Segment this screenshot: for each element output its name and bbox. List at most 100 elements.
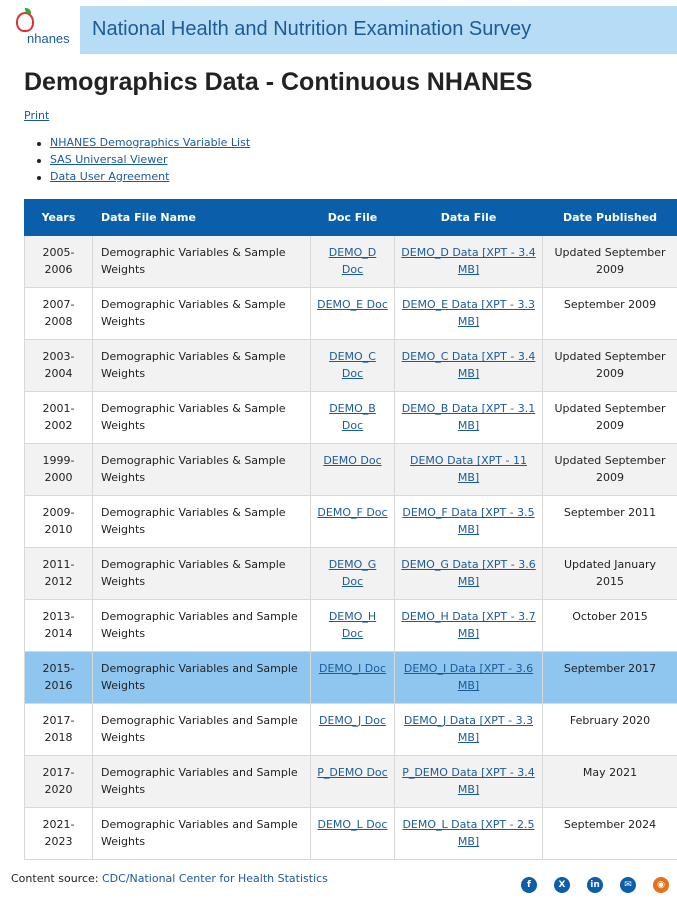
doc-file-cell: DEMO_I Doc: [310, 651, 395, 704]
rss-icon[interactable]: ◉: [653, 877, 669, 893]
logo-text: nhanes: [27, 31, 70, 46]
data-file-link[interactable]: DEMO_H Data [XPT - 3.7 MB]: [401, 610, 536, 640]
data-file-cell: DEMO Data [XPT - 11 MB]: [394, 443, 543, 496]
doc-file-link[interactable]: DEMO_F Doc: [317, 506, 388, 519]
data-file-link[interactable]: P_DEMO Data [XPT - 3.4 MB]: [402, 766, 535, 796]
data-file-cell: DEMO_H Data [XPT - 3.7 MB]: [394, 599, 543, 652]
print-link[interactable]: Print: [24, 109, 50, 122]
years-cell: 2003-2004: [24, 339, 93, 392]
table-row: 2011-2012 Demographic Variables & Sample …: [24, 547, 677, 600]
date-published-cell: September 2024: [542, 807, 677, 860]
data-file-cell: DEMO_I Data [XPT - 3.6 MB]: [394, 651, 543, 704]
data-file-link[interactable]: DEMO_I Data [XPT - 3.6 MB]: [403, 662, 534, 692]
years-cell: 2005-2006: [24, 235, 93, 288]
banner-title[interactable]: National Health and Nutrition Examinatio…: [92, 18, 532, 40]
doc-file-link[interactable]: DEMO_D Doc: [328, 246, 377, 276]
data-file-name-cell: Demographic Variables & Sample Weights: [92, 235, 311, 288]
column-header-data-file[interactable]: Data File: [394, 199, 543, 236]
data-file-link[interactable]: DEMO_E Data [XPT - 3.3 MB]: [402, 298, 535, 328]
table-row: 2005-2006 Demographic Variables & Sample …: [24, 235, 677, 288]
years-cell: 2013-2014: [24, 599, 93, 652]
data-file-link[interactable]: DEMO_L Data [XPT - 2.5 MB]: [402, 818, 535, 848]
date-published-cell: Updated January 2015: [542, 547, 677, 600]
banner-bar: [80, 6, 677, 54]
doc-file-link[interactable]: DEMO_I Doc: [318, 662, 387, 675]
doc-file-link[interactable]: DEMO Doc: [323, 454, 382, 467]
source-link[interactable]: CDC/National Center for Health Statistic…: [101, 872, 328, 885]
data-file-name-cell: Demographic Variables & Sample Weights: [92, 391, 311, 444]
site-banner: nhanes National Health and Nutrition Exa…: [0, 0, 677, 56]
data-file-link[interactable]: DEMO_C Data [XPT - 3.4 MB]: [401, 350, 536, 380]
data-file-cell: DEMO_C Data [XPT - 3.4 MB]: [394, 339, 543, 392]
column-header-date-published[interactable]: Date Published: [542, 199, 677, 236]
source-label: Content source:: [11, 872, 99, 885]
date-published-cell: Updated September 2009: [542, 443, 677, 496]
table-body: 2005-2006 Demographic Variables & Sample …: [24, 235, 677, 860]
data-file-cell: DEMO_E Data [XPT - 3.3 MB]: [394, 287, 543, 340]
variable-list-link[interactable]: NHANES Demographics Variable List: [50, 136, 251, 149]
date-published-cell: October 2015: [542, 599, 677, 652]
years-cell: 2009-2010: [24, 495, 93, 548]
table-row: 2015-2016 Demographic Variables and Sampl…: [24, 651, 677, 704]
doc-file-cell: DEMO_B Doc: [310, 391, 395, 444]
date-published-cell: September 2009: [542, 287, 677, 340]
table-row: 2013-2014 Demographic Variables and Sampl…: [24, 599, 677, 652]
column-header-years[interactable]: Years: [24, 199, 93, 236]
list-item: SAS Universal Viewer: [37, 153, 250, 170]
table-row: 1999-2000 Demographic Variables & Sample …: [24, 443, 677, 496]
doc-file-link[interactable]: DEMO_J Doc: [318, 714, 387, 727]
years-cell: 2011-2012: [24, 547, 93, 600]
date-published-cell: September 2011: [542, 495, 677, 548]
table-row: 2021-2023 Demographic Variables and Sampl…: [24, 807, 677, 860]
data-file-link[interactable]: DEMO_D Data [XPT - 3.4 MB]: [401, 246, 536, 276]
doc-file-link[interactable]: DEMO_H Doc: [328, 610, 377, 640]
table-header-row: Years Data File Name Doc File Data File …: [24, 199, 677, 236]
doc-file-cell: DEMO_E Doc: [310, 287, 395, 340]
column-header-doc-file[interactable]: Doc File: [310, 199, 395, 236]
data-user-agreement-link[interactable]: Data User Agreement: [50, 170, 170, 183]
data-file-cell: P_DEMO Data [XPT - 3.4 MB]: [394, 755, 543, 808]
doc-file-cell: DEMO_J Doc: [310, 703, 395, 756]
data-table-container: Years Data File Name Doc File Data File …: [24, 199, 677, 860]
doc-file-cell: DEMO_H Doc: [310, 599, 395, 652]
data-file-link[interactable]: DEMO Data [XPT - 11 MB]: [410, 454, 527, 484]
table-row: 2009-2010 Demographic Variables & Sample …: [24, 495, 677, 548]
doc-file-cell: DEMO_L Doc: [310, 807, 395, 860]
data-file-name-cell: Demographic Variables and Sample Weights: [92, 755, 311, 808]
nhanes-logo[interactable]: nhanes: [10, 8, 80, 50]
years-cell: 2017-2020: [24, 755, 93, 808]
doc-file-link[interactable]: P_DEMO Doc: [317, 766, 388, 779]
resource-links: NHANES Demographics Variable List SAS Un…: [37, 136, 250, 187]
sas-viewer-link[interactable]: SAS Universal Viewer: [50, 153, 168, 166]
apple-icon: [16, 12, 34, 32]
data-file-cell: DEMO_L Data [XPT - 2.5 MB]: [394, 807, 543, 860]
data-file-link[interactable]: DEMO_J Data [XPT - 3.3 MB]: [403, 714, 534, 744]
x-icon[interactable]: X: [554, 877, 570, 893]
data-file-link[interactable]: DEMO_G Data [XPT - 3.6 MB]: [401, 558, 536, 588]
data-file-cell: DEMO_D Data [XPT - 3.4 MB]: [394, 235, 543, 288]
column-header-data-file-name[interactable]: Data File Name: [92, 199, 311, 236]
years-cell: 2021-2023: [24, 807, 93, 860]
doc-file-link[interactable]: DEMO_E Doc: [317, 298, 388, 311]
data-file-link[interactable]: DEMO_F Data [XPT - 3.5 MB]: [402, 506, 535, 536]
doc-file-link[interactable]: DEMO_B Doc: [329, 402, 376, 432]
data-table: Years Data File Name Doc File Data File …: [24, 199, 677, 860]
facebook-icon[interactable]: f: [521, 877, 537, 893]
data-file-cell: DEMO_G Data [XPT - 3.6 MB]: [394, 547, 543, 600]
date-published-cell: May 2021: [542, 755, 677, 808]
page-title: Demographics Data - Continuous NHANES: [24, 68, 533, 96]
doc-file-link[interactable]: DEMO_G Doc: [328, 558, 377, 588]
doc-file-cell: DEMO_C Doc: [310, 339, 395, 392]
data-file-cell: DEMO_J Data [XPT - 3.3 MB]: [394, 703, 543, 756]
table-row: 2003-2004 Demographic Variables & Sample …: [24, 339, 677, 392]
email-icon[interactable]: ✉: [620, 877, 636, 893]
doc-file-cell: DEMO_G Doc: [310, 547, 395, 600]
data-file-name-cell: Demographic Variables and Sample Weights: [92, 651, 311, 704]
data-file-name-cell: Demographic Variables and Sample Weights: [92, 703, 311, 756]
linkedin-icon[interactable]: in: [587, 877, 603, 893]
data-file-name-cell: Demographic Variables and Sample Weights: [92, 807, 311, 860]
data-file-link[interactable]: DEMO_B Data [XPT - 3.1 MB]: [401, 402, 536, 432]
doc-file-link[interactable]: DEMO_L Doc: [317, 818, 388, 831]
table-row: 2007-2008 Demographic Variables & Sample …: [24, 287, 677, 340]
doc-file-link[interactable]: DEMO_C Doc: [329, 350, 376, 380]
